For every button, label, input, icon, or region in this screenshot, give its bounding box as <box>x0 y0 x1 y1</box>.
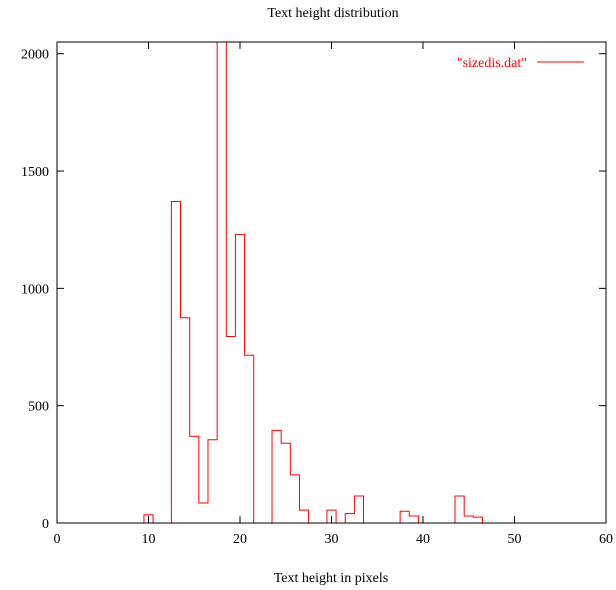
axis-ticks: 0 10 20 30 40 50 60 0 500 1000 1500 2000 <box>21 42 613 547</box>
x-tick-label: 50 <box>508 532 522 547</box>
x-tick-label: 10 <box>142 532 156 547</box>
x-tick-label: 60 <box>599 532 613 547</box>
x-tick-label: 40 <box>416 532 430 547</box>
y-tick-label: 1000 <box>21 282 49 297</box>
x-axis-label: Text height in pixels <box>274 571 389 586</box>
series-line-sizedis <box>57 41 606 524</box>
x-tick-label: 0 <box>54 532 61 547</box>
y-tick-label: 1500 <box>21 165 49 180</box>
chart-title: Text height distribution <box>267 6 398 21</box>
legend-label: "sizedis.dat" <box>457 56 527 71</box>
y-tick-label: 2000 <box>21 48 49 63</box>
x-tick-label: 20 <box>233 532 247 547</box>
y-tick-label: 500 <box>28 400 49 415</box>
y-tick-label: 0 <box>42 517 49 532</box>
plot-frame <box>56 41 607 524</box>
x-tick-label: 30 <box>325 532 339 547</box>
